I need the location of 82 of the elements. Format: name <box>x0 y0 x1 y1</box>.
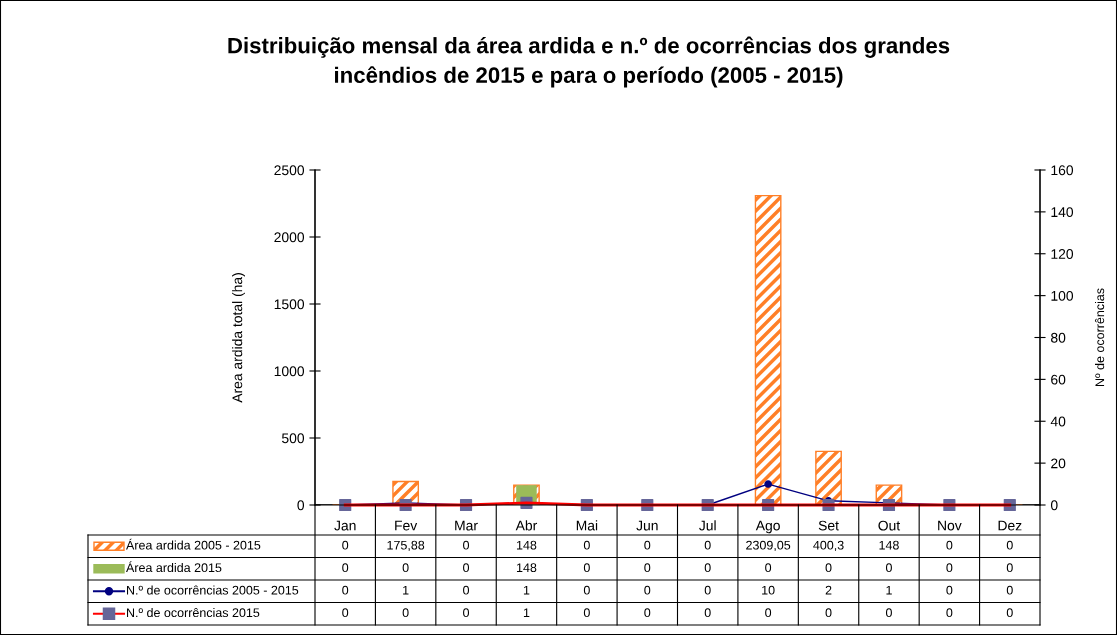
x-tick-label: Abr <box>515 520 538 531</box>
data-label: 0 <box>342 563 349 573</box>
data-label: 0 <box>583 563 590 573</box>
data-label: 0 <box>704 563 711 573</box>
y-tick-label: 1000 <box>274 366 305 377</box>
data-label: 0 <box>765 563 772 573</box>
data-label: 0 <box>583 585 590 595</box>
chart-title: Distribuição mensal da área ardida e n.º de ocorrências dos grandes incêndios de 2015 e para o período (2005 - 2015) <box>228 36 950 88</box>
data-label: 0 <box>644 608 651 618</box>
data-label: 148 <box>516 563 537 573</box>
data-label: 0 <box>946 608 953 618</box>
data-label: 10 <box>762 585 775 595</box>
legend-label: Área ardida 2015 <box>126 561 222 573</box>
data-label: 400,3 <box>813 540 844 552</box>
y-axis-title: Area ardida total (ha) <box>232 273 245 403</box>
x-tick-label: Set <box>818 520 839 531</box>
data-label: 0 <box>463 608 470 618</box>
y2-tick-label: 80 <box>1051 332 1066 343</box>
y-tick-label: 0 <box>297 500 305 511</box>
y2-tick-label: 0 <box>1050 500 1058 511</box>
y2-tick-label: 40 <box>1050 416 1066 427</box>
x-tick-label: Jul <box>699 520 716 531</box>
data-label: 0 <box>583 540 590 550</box>
data-label: 0 <box>1006 608 1013 618</box>
legend-label: Área ardida 2005 - 2015 <box>126 538 261 550</box>
data-label: 2 <box>825 585 832 595</box>
data-label: 0 <box>402 563 409 573</box>
data-label: 0 <box>825 563 832 573</box>
y2-tick-label: 120 <box>1051 249 1074 259</box>
x-tick-label: Out <box>878 520 901 531</box>
x-tick-label: Fev <box>395 520 418 531</box>
data-label: 0 <box>342 540 349 550</box>
data-label: 148 <box>879 540 899 550</box>
data-label: 148 <box>516 540 537 550</box>
data-label: 0 <box>704 540 711 550</box>
legend-label: N.º de ocorrências 2015 <box>127 607 260 618</box>
y2-tick-label: 60 <box>1051 374 1066 385</box>
data-label: 0 <box>644 540 651 550</box>
data-label: 0 <box>463 540 470 550</box>
data-label: 0 <box>885 563 892 573</box>
data-label: 0 <box>704 608 711 618</box>
x-tick-label: Nov <box>938 520 962 531</box>
data-label: 0 <box>1006 540 1013 550</box>
data-label: 0 <box>463 585 470 595</box>
data-label: 0 <box>463 563 470 573</box>
data-label: 0 <box>644 563 651 573</box>
x-tick-label: Dez <box>998 520 1022 531</box>
data-label: 0 <box>946 563 953 573</box>
y2-tick-label: 140 <box>1051 207 1074 218</box>
data-label: 0 <box>765 608 772 618</box>
y2-axis-title: Nº de ocorrências <box>1094 288 1105 386</box>
data-label: 0 <box>946 540 953 550</box>
data-label: 0 <box>1006 563 1013 573</box>
y-tick-label: 1500 <box>274 299 305 310</box>
y-tick-label: 500 <box>281 433 305 444</box>
data-label: 0 <box>946 585 953 595</box>
x-tick-label: Mar <box>455 520 478 531</box>
data-label: 2309,05 <box>746 540 791 552</box>
y2-tick-label: 100 <box>1051 290 1074 301</box>
legend-label: N.º de ocorrências 2005 - 2015 <box>127 585 299 595</box>
data-label: 0 <box>1006 585 1013 595</box>
data-label: 0 <box>342 608 349 618</box>
x-tick-label: Jan <box>334 520 356 531</box>
y-tick-label: 2000 <box>274 232 305 243</box>
data-label: 1 <box>523 585 530 595</box>
data-label: 0 <box>704 585 711 595</box>
data-label: 1 <box>523 608 530 617</box>
data-label: 0 <box>885 608 892 618</box>
y2-tick-label: 160 <box>1051 165 1074 176</box>
data-label: 0 <box>825 608 832 618</box>
y-tick-label: 2500 <box>274 165 305 176</box>
data-label: 1 <box>886 585 892 595</box>
x-tick-label: Mai <box>576 520 598 531</box>
data-label: 1 <box>403 585 409 595</box>
x-tick-label: Ago <box>755 520 780 534</box>
x-tick-label: Jun <box>636 520 658 531</box>
data-label: 0 <box>402 608 409 618</box>
data-label: 0 <box>342 585 349 595</box>
data-label: 0 <box>583 608 590 618</box>
data-label: 175,88 <box>387 540 425 552</box>
data-label: 0 <box>644 585 651 595</box>
y2-tick-label: 20 <box>1051 458 1066 469</box>
